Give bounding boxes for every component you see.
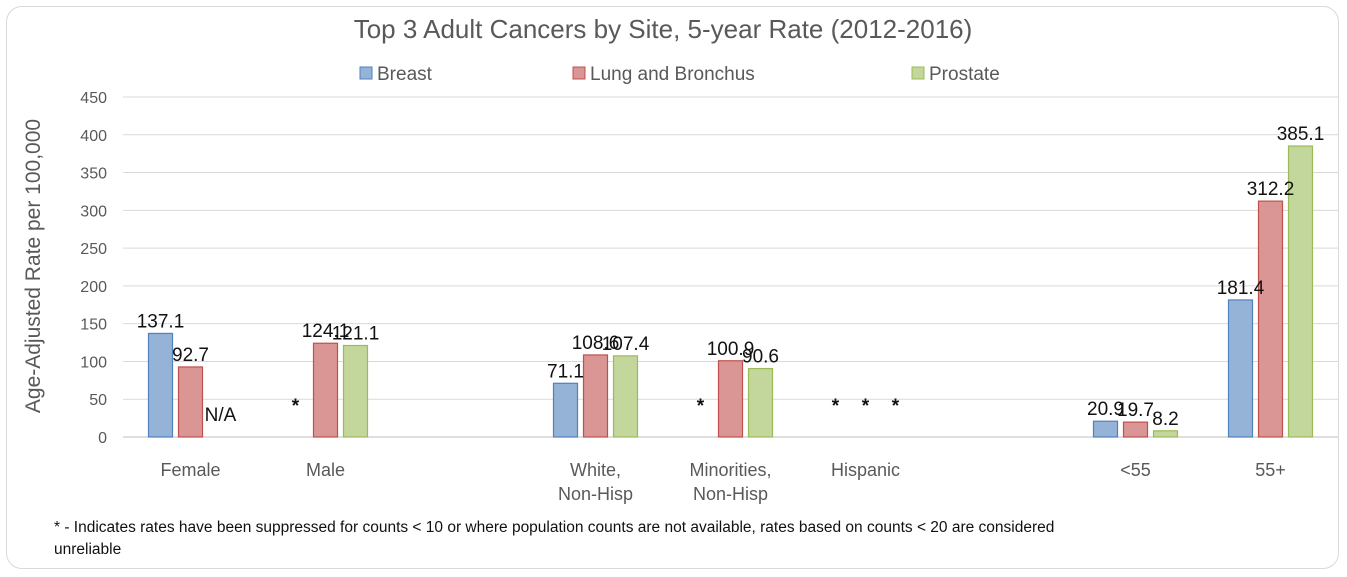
legend-label-breast: Breast xyxy=(377,64,433,85)
x-category-label: Male xyxy=(306,460,345,480)
chart-frame xyxy=(6,6,1339,569)
bars xyxy=(147,145,1314,438)
legend-swatch-lung xyxy=(572,66,586,80)
data-label: 92.7 xyxy=(172,345,209,366)
bar-prostate-3 xyxy=(612,355,639,438)
data-label: 107.4 xyxy=(602,334,650,355)
y-tick-label: 450 xyxy=(80,90,107,107)
y-tick-label: 150 xyxy=(80,317,107,334)
data-label: * xyxy=(697,396,705,417)
data-label: 137.1 xyxy=(137,311,185,332)
x-axis-categories: Female Male White, Non-Hisp Minorities, Non-H… xyxy=(160,460,1285,504)
x-category-label: White, xyxy=(570,460,621,480)
x-category-label: Hispanic xyxy=(831,460,900,480)
bar-breast-3 xyxy=(552,382,579,438)
footnote: * - Indicates rates have been suppressed… xyxy=(54,519,1055,558)
bar-lung-and-bronchus-0 xyxy=(177,366,204,438)
data-label: * xyxy=(832,396,840,417)
bar-breast-7 xyxy=(1092,420,1119,438)
y-tick-label: 350 xyxy=(80,166,107,183)
legend-swatch-breast xyxy=(359,66,373,80)
y-tick-label: 200 xyxy=(80,279,107,296)
bar-breast-8 xyxy=(1227,299,1254,438)
y-axis-ticks: 0 50 100 150 200 250 300 350 400 450 xyxy=(80,90,107,447)
y-tick-label: 0 xyxy=(98,430,107,447)
bar-prostate-1 xyxy=(342,344,369,438)
data-label: * xyxy=(862,396,870,417)
bar-prostate-8 xyxy=(1287,145,1314,438)
bar-prostate-4 xyxy=(747,367,774,438)
bar-lung-and-bronchus-7 xyxy=(1122,421,1149,438)
bar-breast-0 xyxy=(147,332,174,438)
x-category-label: Non-Hisp xyxy=(558,484,633,504)
data-label: 19.7 xyxy=(1117,400,1154,421)
data-label: 385.1 xyxy=(1277,124,1325,145)
data-label: 312.2 xyxy=(1247,179,1295,200)
bar-prostate-7 xyxy=(1152,430,1179,438)
bar-lung-and-bronchus-3 xyxy=(582,354,609,438)
x-category-label: Female xyxy=(160,460,220,480)
x-category-label: Minorities, xyxy=(689,460,771,480)
data-label: 20.9 xyxy=(1087,399,1124,420)
legend: Breast Lung and Bronchus Prostate xyxy=(359,64,1000,85)
data-label: 71.1 xyxy=(547,361,584,382)
data-label: * xyxy=(892,396,900,417)
y-tick-label: 50 xyxy=(89,392,107,409)
y-tick-label: 300 xyxy=(80,203,107,220)
y-tick-label: 100 xyxy=(80,354,107,371)
x-category-label: Non-Hisp xyxy=(693,484,768,504)
data-label: 100.9 xyxy=(707,339,755,360)
data-label: N/A xyxy=(205,405,237,426)
data-label: 181.4 xyxy=(1217,278,1265,299)
data-label: 124.1 xyxy=(302,321,350,342)
bar-lung-and-bronchus-1 xyxy=(312,342,339,438)
data-label: * xyxy=(292,396,300,417)
bar-lung-and-bronchus-8 xyxy=(1257,200,1284,438)
x-category-label: 55+ xyxy=(1255,460,1286,480)
y-tick-label: 250 xyxy=(80,241,107,258)
data-label: 108.6 xyxy=(572,333,620,354)
data-label: 121.1 xyxy=(332,324,380,345)
y-tick-label: 400 xyxy=(80,128,107,145)
y-axis-title: Age-Adjusted Rate per 100,000 xyxy=(22,119,45,413)
bar-lung-and-bronchus-4 xyxy=(717,360,744,438)
data-label: 90.6 xyxy=(742,347,779,368)
x-category-label: <55 xyxy=(1120,460,1151,480)
legend-swatch-prostate xyxy=(911,66,925,80)
legend-label-lung: Lung and Bronchus xyxy=(590,64,755,85)
data-label: 8.2 xyxy=(1152,409,1178,430)
legend-label-prostate: Prostate xyxy=(929,64,1000,85)
chart-title: Top 3 Adult Cancers by Site, 5-year Rate… xyxy=(354,14,973,44)
